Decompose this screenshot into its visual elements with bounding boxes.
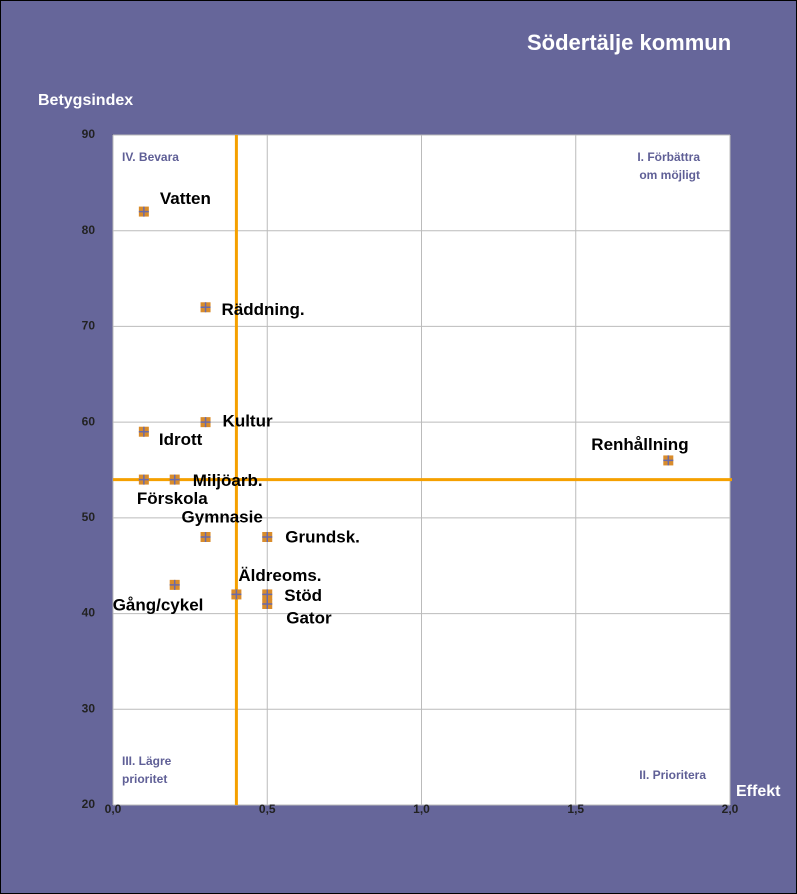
quadrant-label: II. Prioritera (639, 768, 706, 782)
point-label: Kultur (223, 412, 273, 431)
x-tick-label: 0,0 (105, 802, 122, 816)
x-tick-label: 1,0 (413, 802, 430, 816)
y-tick-label: 80 (82, 223, 96, 237)
point-label: Gymnasie (182, 507, 263, 526)
marker-cross (200, 302, 211, 313)
x-tick-label: 2,0 (722, 802, 739, 816)
y-tick-label: 70 (82, 319, 96, 333)
quadrant-label: I. Förbättra (637, 150, 700, 164)
marker-cross (663, 455, 674, 466)
point-label: Vatten (160, 189, 211, 208)
marker-cross (138, 206, 149, 217)
marker-cross (262, 589, 273, 600)
point-label: Räddning. (222, 300, 305, 319)
point-label: Förskola (137, 489, 208, 508)
marker-cross (138, 474, 149, 485)
point-label: Renhållning (591, 435, 688, 454)
y-tick-label: 90 (82, 127, 96, 141)
marker-cross (231, 589, 242, 600)
y-tick-label: 20 (82, 797, 96, 811)
marker-cross (262, 599, 273, 609)
y-tick-label: 40 (82, 606, 96, 620)
quadrant-label: prioritet (122, 772, 167, 786)
marker-cross (200, 532, 211, 542)
point-label: Gång/cykel (113, 595, 204, 614)
quadrant-label: IV. Bevara (122, 150, 179, 164)
x-axis-label: Effekt (736, 783, 781, 800)
point-label: Stöd (284, 586, 322, 605)
marker-cross (262, 532, 273, 542)
marker-cross (169, 474, 180, 485)
chart-title: Södertälje kommun (527, 30, 731, 55)
marker-cross (138, 426, 149, 437)
y-tick-label: 60 (82, 414, 96, 428)
point-label: Äldreoms. (238, 566, 321, 585)
point-label: Grundsk. (285, 527, 360, 546)
y-tick-label: 30 (82, 701, 96, 715)
quadrant-label: III. Lägre (122, 754, 172, 768)
y-tick-label: 50 (82, 510, 96, 524)
point-label: Idrott (159, 430, 203, 449)
marker-cross (169, 579, 180, 590)
x-tick-label: 0,5 (259, 802, 276, 816)
quadrant-label: om möjligt (639, 168, 700, 182)
x-tick-label: 1,5 (567, 802, 584, 816)
marker-cross (200, 417, 211, 428)
y-axis-label: Betygsindex (38, 92, 133, 109)
point-label: Miljöarb. (193, 471, 263, 490)
point-label: Gator (286, 608, 332, 627)
